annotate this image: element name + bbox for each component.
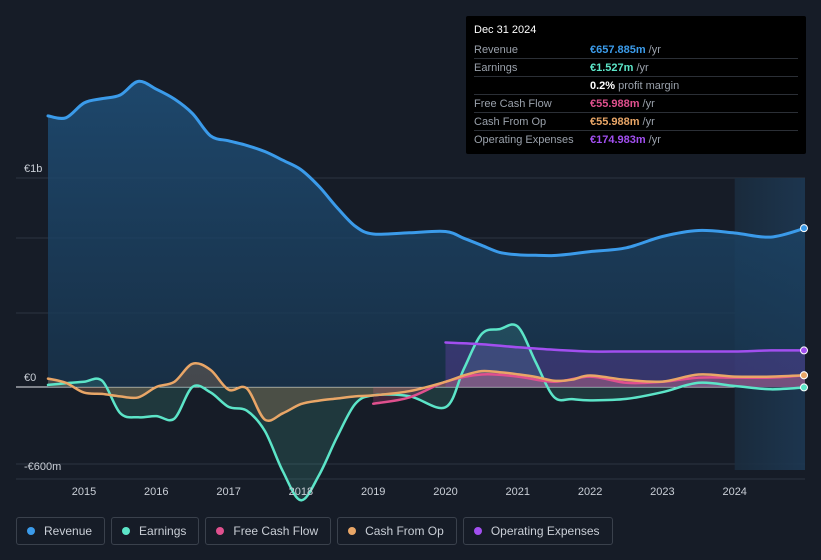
legend: Revenue Earnings Free Cash Flow Cash From O… — [16, 517, 613, 545]
tooltip-row: Revenue €657.885m/yr — [474, 41, 798, 58]
operating-expenses-endpoint — [800, 346, 808, 355]
tooltip-label: Earnings — [474, 61, 518, 74]
tooltip-unit: /yr — [642, 115, 655, 128]
legend-item-free-cash-flow[interactable]: Free Cash Flow — [205, 517, 332, 545]
legend-item-earnings[interactable]: Earnings — [111, 517, 200, 545]
tooltip-rows: Revenue €657.885m/yr Earnings €1.527m/yr 0.2… — [474, 41, 798, 148]
tooltip-value: €55.988m — [590, 115, 640, 128]
tooltip-row: Operating Expenses €174.983m/yr — [474, 130, 798, 148]
x-tick-label: 2019 — [361, 486, 385, 498]
x-tick-label: 2023 — [650, 486, 674, 498]
x-tick-label: 2024 — [722, 486, 746, 498]
tooltip-unit: /yr — [648, 133, 661, 146]
tooltip-row: 0.2% profit margin — [474, 76, 798, 94]
tooltip-row: Cash From Op €55.988m/yr — [474, 112, 798, 130]
legend-item-revenue[interactable]: Revenue — [16, 517, 106, 545]
legend-dot-icon — [27, 527, 35, 535]
tooltip-label: Revenue — [474, 43, 519, 56]
tooltip-value: 0.2% — [590, 79, 616, 92]
legend-dot-icon — [473, 527, 482, 535]
legend-dot-icon — [216, 527, 225, 535]
cash-from-op-endpoint — [800, 371, 808, 380]
y-tick-label: €1b — [24, 163, 42, 175]
revenue-endpoint — [800, 224, 808, 233]
legend-label: Operating Expenses — [490, 524, 600, 538]
earnings-endpoint — [800, 383, 808, 392]
legend-label: Cash From Op — [365, 524, 444, 538]
x-tick-label: 2017 — [216, 486, 240, 498]
x-tick-label: 2022 — [578, 486, 602, 498]
legend-label: Free Cash Flow — [233, 524, 319, 538]
x-tick-label: 2018 — [289, 486, 313, 498]
tooltip-value: €1.527m — [590, 61, 634, 74]
y-axis-labels: €1b €0 -€600m — [24, 163, 61, 473]
tooltip-row: Earnings €1.527m/yr — [474, 58, 798, 76]
legend-label: Earnings — [139, 524, 187, 538]
chart-area: €1b €0 -€600m 2015 2016 2017 2018 2019 2020 2021… — [16, 79, 808, 502]
tooltip-label: Free Cash Flow — [474, 97, 552, 110]
tooltip-unit: /yr — [648, 43, 661, 56]
tooltip-unit: profit margin — [618, 79, 680, 92]
operating-expenses-line — [444, 341, 807, 353]
legend-dot-icon — [348, 527, 357, 535]
legend-item-operating-expenses[interactable]: Operating Expenses — [462, 517, 613, 545]
series-endpoints — [800, 224, 808, 392]
x-tick-label: 2020 — [433, 486, 457, 498]
x-tick-label: 2016 — [144, 486, 168, 498]
x-axis-labels: 2015 2016 2017 2018 2019 2020 2021 2022 2023 2024 — [72, 486, 747, 498]
legend-label: Revenue — [44, 524, 93, 538]
tooltip-unit: /yr — [642, 97, 655, 110]
tooltip-unit: /yr — [636, 61, 649, 74]
y-tick-label: -€600m — [24, 461, 61, 473]
cash-from-op-line — [46, 362, 807, 423]
revenue-line — [46, 79, 807, 258]
legend-item-cash-from-op[interactable]: Cash From Op — [337, 517, 457, 545]
tooltip-value: €55.988m — [590, 97, 640, 110]
tooltip-label: Operating Expenses — [474, 133, 574, 146]
tooltip: Dec 31 2024 Revenue €657.885m/yr Earnings €… — [466, 16, 806, 154]
x-tick-label: 2021 — [506, 486, 530, 498]
legend-dot-icon — [122, 527, 131, 535]
tooltip-value: €174.983m — [590, 133, 646, 146]
free-cash-flow-area — [373, 374, 805, 404]
series-lines — [46, 79, 807, 502]
tooltip-value: €657.885m — [590, 43, 646, 56]
x-tick-label: 2015 — [72, 486, 96, 498]
revenue-area — [48, 81, 805, 387]
tooltip-row: Free Cash Flow €55.988m/yr — [474, 94, 798, 112]
y-tick-label: €0 — [24, 372, 36, 384]
tooltip-date: Dec 31 2024 — [474, 24, 537, 36]
earnings-line — [46, 323, 807, 502]
tooltip-label: Cash From Op — [474, 115, 547, 128]
